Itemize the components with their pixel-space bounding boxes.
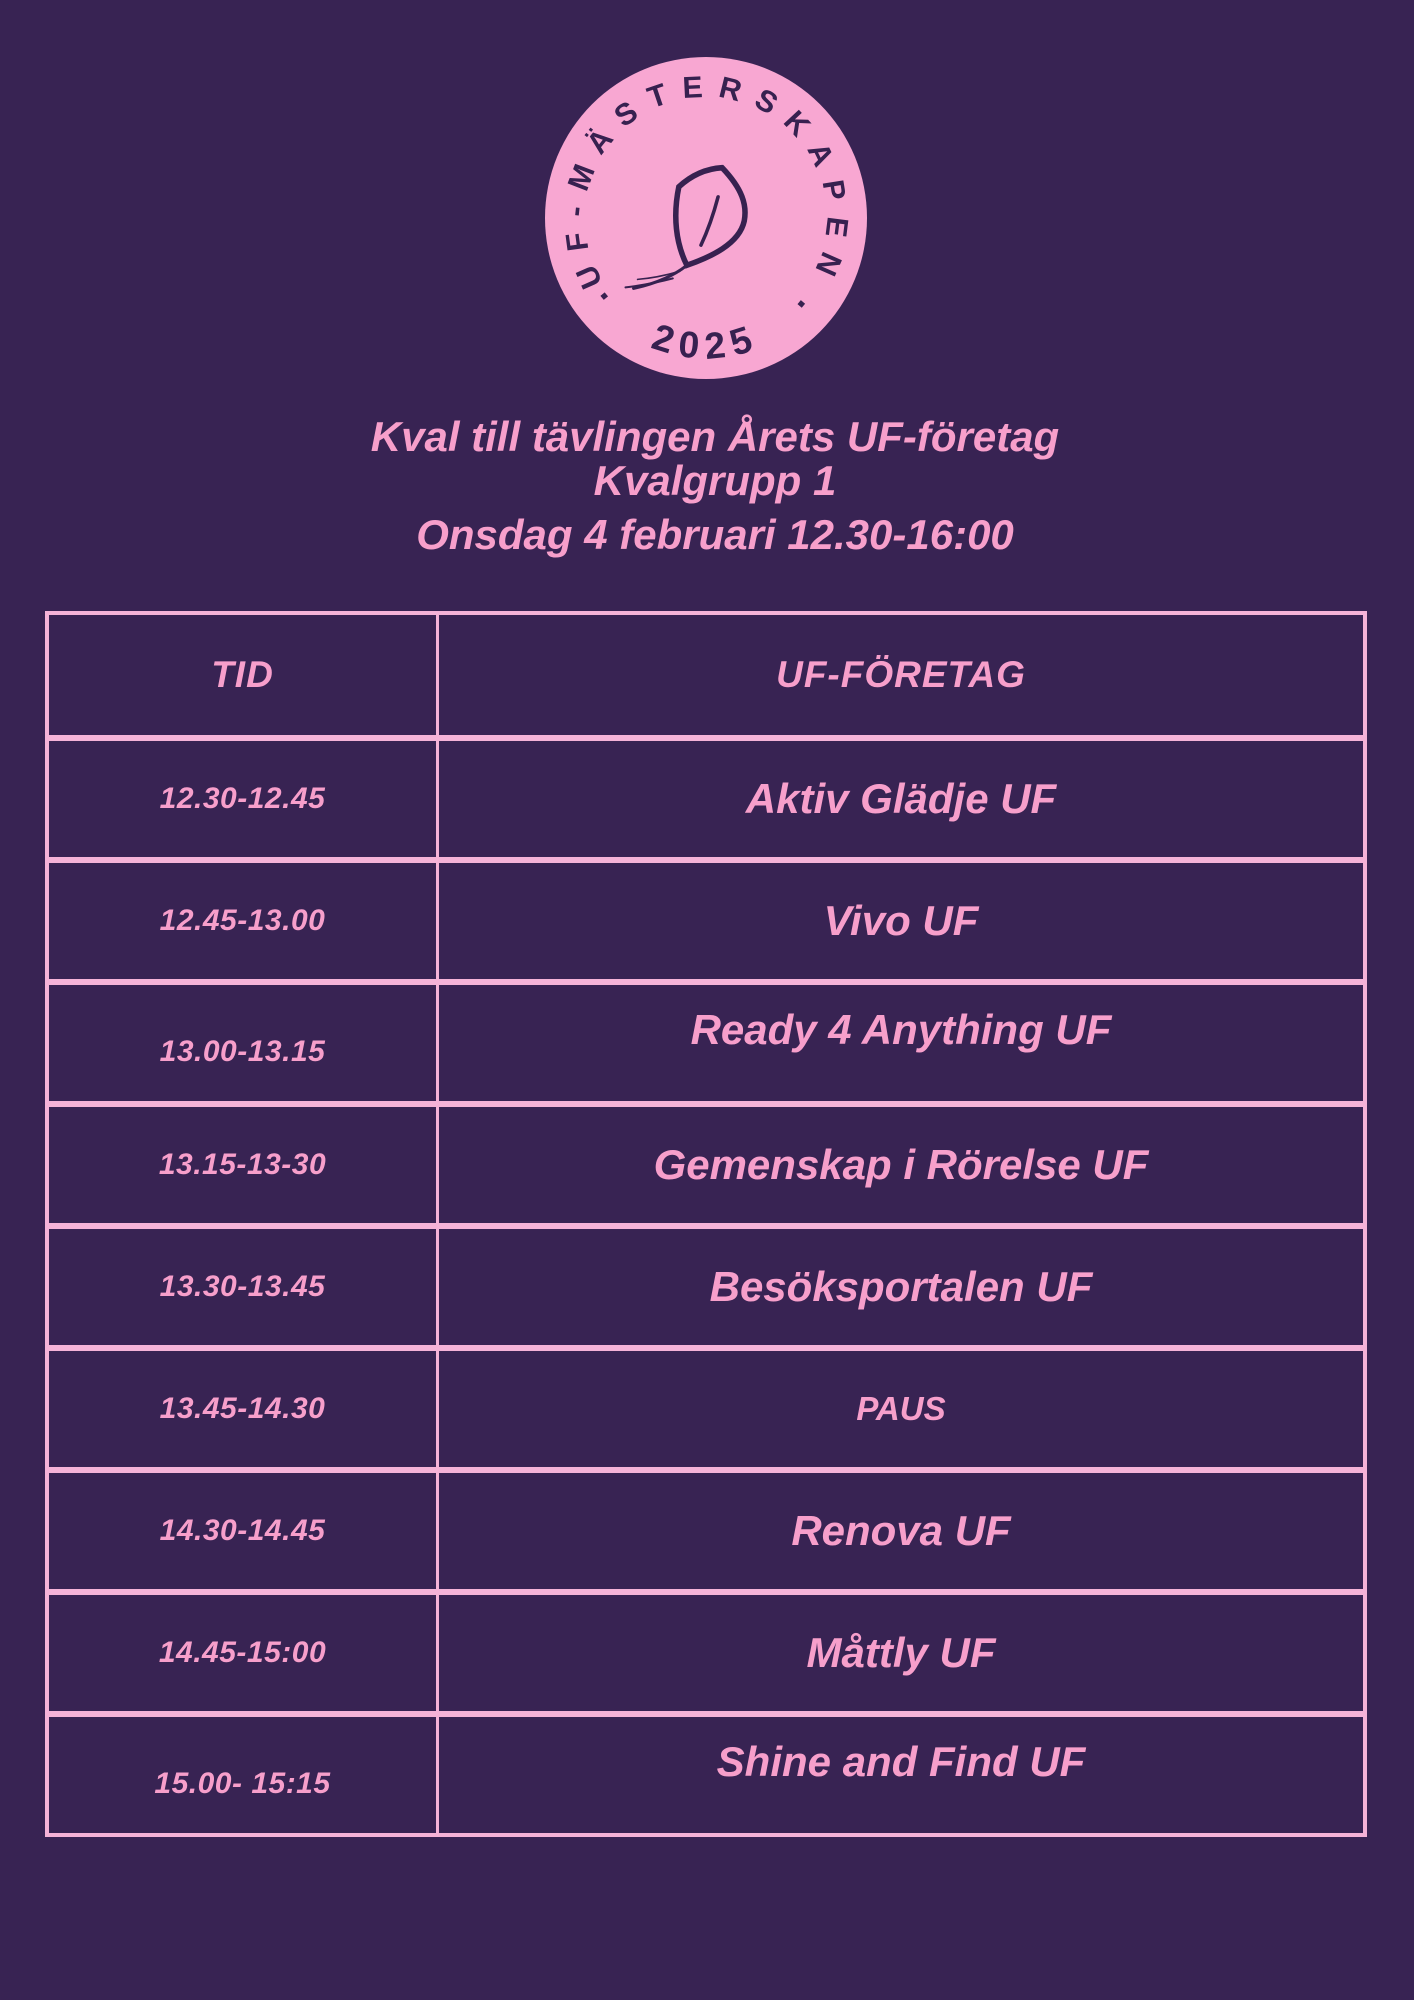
date-subtitle: Onsdag 4 februari 12.30-16:00 <box>416 511 1014 558</box>
time-cell: 13.00-13.15 <box>49 985 439 1101</box>
folded-paper-icon <box>624 164 748 290</box>
table-header-row: TID UF-FÖRETAG <box>49 615 1363 735</box>
schedule-table: TID UF-FÖRETAG 12.30-12.45 Aktiv Glädje … <box>45 611 1367 1837</box>
table-row: 13.00-13.15 Ready 4 Anything UF <box>49 979 1363 1101</box>
table-row: 13.15-13-30 Gemenskap i Rörelse UF <box>49 1101 1363 1223</box>
time-text: 13.00-13.15 <box>159 1035 326 1068</box>
company-cell: Besöksportalen UF <box>709 1263 1093 1310</box>
group-subtitle: Kvalgrupp 1 <box>593 457 837 504</box>
company-text: Shine and Find UF <box>716 1738 1086 1785</box>
time-text: 15.00- 15:15 <box>154 1767 331 1800</box>
time-cell: 13.15-13-30 <box>49 1107 439 1223</box>
event-qualifier-title: Kval till tävlingen Årets UF-företag <box>370 413 1060 460</box>
time-cell: 14.45-15:00 <box>49 1595 439 1711</box>
logo-svg: UF-MÄSTERSKAPEN · 2025 · <box>545 57 867 379</box>
time-cell: 15.00- 15:15 <box>49 1717 439 1833</box>
company-cell: PAUS <box>856 1390 946 1427</box>
company-cell: Gemenskap i Rörelse UF <box>653 1141 1149 1188</box>
table-row: 14.30-14.45 Renova UF <box>49 1467 1363 1589</box>
company-cell: Ready 4 Anything UF <box>439 985 1363 1101</box>
table-row: 14.45-15:00 Måttly UF <box>49 1589 1363 1711</box>
company-cell: Renova UF <box>791 1507 1011 1554</box>
column-header-company: UF-FÖRETAG <box>776 654 1026 695</box>
company-cell: Aktiv Glädje UF <box>745 775 1057 822</box>
table-row: 12.45-13.00 Vivo UF <box>49 857 1363 979</box>
column-header-tid: TID <box>49 615 439 735</box>
table-row: 15.00- 15:15 Shine and Find UF <box>49 1711 1363 1833</box>
company-cell: Vivo UF <box>823 897 979 944</box>
time-cell: 13.45-14.30 <box>49 1351 439 1467</box>
company-cell: Måttly UF <box>806 1629 996 1676</box>
company-text: Ready 4 Anything UF <box>690 1006 1112 1053</box>
table-row: 13.45-14.30 PAUS <box>49 1345 1363 1467</box>
table-row: 12.30-12.45 Aktiv Glädje UF <box>49 735 1363 857</box>
time-cell: 13.30-13.45 <box>49 1229 439 1345</box>
time-cell: 12.30-12.45 <box>49 741 439 857</box>
time-cell: 14.30-14.45 <box>49 1473 439 1589</box>
title-block: Kval till tävlingen Årets UF-företag Kva… <box>16 415 1414 557</box>
uf-masterskapen-logo: UF-MÄSTERSKAPEN · 2025 · <box>545 57 867 379</box>
time-cell: 12.45-13.00 <box>49 863 439 979</box>
table-row: 13.30-13.45 Besöksportalen UF <box>49 1223 1363 1345</box>
logo-circle <box>545 57 867 379</box>
company-cell: Shine and Find UF <box>439 1717 1363 1833</box>
